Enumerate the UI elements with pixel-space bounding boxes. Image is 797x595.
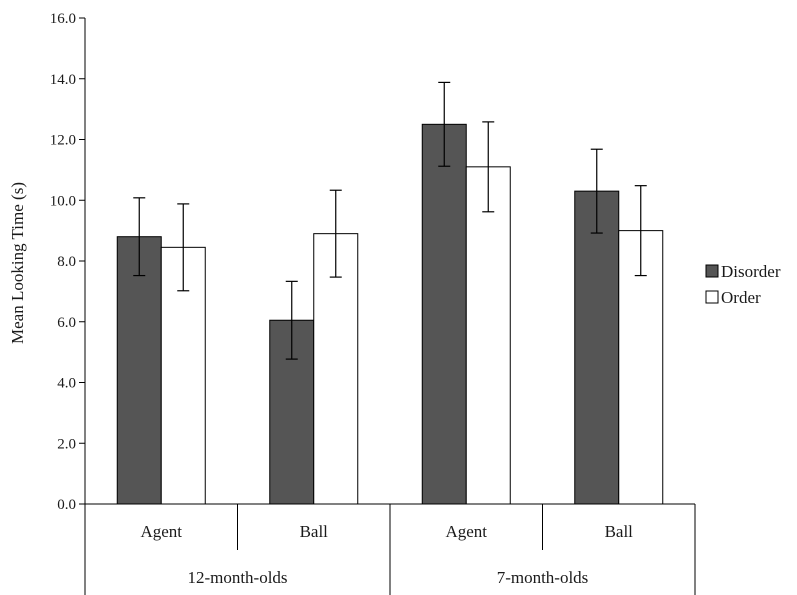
y-axis-title: Mean Looking Time (s) bbox=[8, 182, 27, 344]
y-tick-label: 10.0 bbox=[50, 193, 76, 209]
legend-swatch-order bbox=[705, 290, 719, 304]
y-tick-label: 0.0 bbox=[57, 497, 76, 513]
y-tick-label: 2.0 bbox=[57, 436, 76, 452]
x-category-label: Agent bbox=[445, 522, 487, 541]
bar-disorder bbox=[116, 236, 162, 505]
y-tick-label: 12.0 bbox=[50, 133, 76, 149]
y-tick-label: 4.0 bbox=[57, 376, 76, 392]
bar-order bbox=[465, 166, 511, 505]
legend-label-disorder: Disorder bbox=[721, 262, 781, 281]
y-tick-label: 16.0 bbox=[50, 11, 76, 27]
bar-disorder bbox=[421, 123, 467, 505]
y-tick-label: 6.0 bbox=[57, 315, 76, 331]
x-group-label: 12-month-olds bbox=[187, 568, 287, 587]
legend-label-order: Order bbox=[721, 288, 761, 307]
y-tick-label: 14.0 bbox=[50, 72, 76, 88]
x-category-label: Ball bbox=[605, 522, 634, 541]
bar-order bbox=[618, 230, 664, 505]
x-group-label: 7-month-olds bbox=[497, 568, 589, 587]
x-category-label: Agent bbox=[140, 522, 182, 541]
bar-disorder bbox=[574, 190, 620, 505]
x-category-label: Ball bbox=[300, 522, 329, 541]
legend-swatch-disorder bbox=[705, 264, 719, 278]
y-tick-label: 8.0 bbox=[57, 254, 76, 270]
